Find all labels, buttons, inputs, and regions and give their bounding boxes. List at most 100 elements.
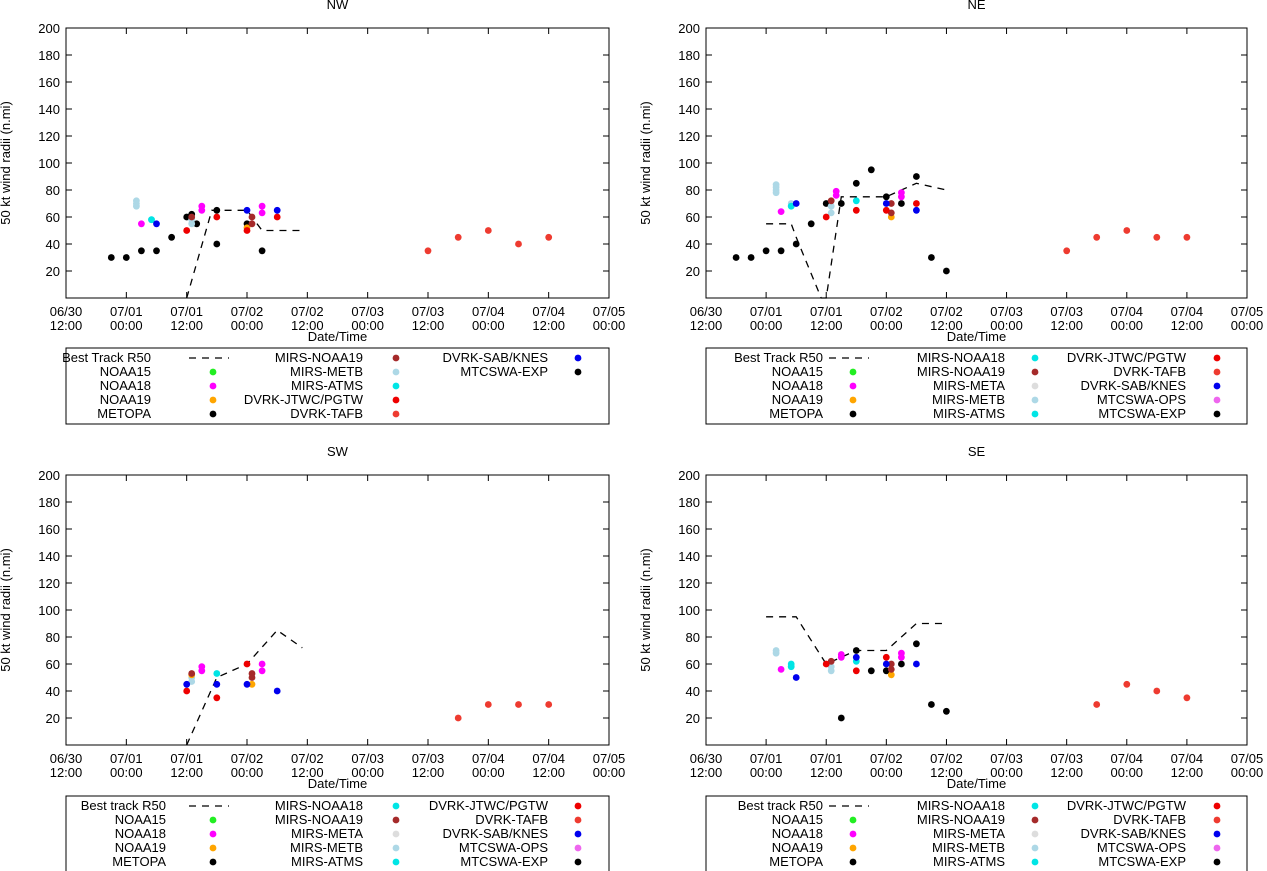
legend-label: MIRS-NOAA19 <box>917 364 1005 379</box>
data-point-mirs-atms <box>148 216 155 224</box>
legend-label: MIRS-NOAA19 <box>917 812 1005 827</box>
legend-marker-dot <box>1031 354 1039 362</box>
x-tick-label: 07/01 00:00 <box>750 304 783 333</box>
legend-label: MIRS-ATMS <box>933 406 1005 421</box>
data-point-dvrk-tafb <box>1093 701 1101 708</box>
data-point-metopa <box>258 247 266 255</box>
data-point-mtcswa-exp <box>913 173 920 180</box>
y-tick-label: 40 <box>686 237 700 252</box>
legend-marker-dot <box>209 830 217 838</box>
x-axis-label: Date/Time <box>308 776 367 791</box>
legend-label: MIRS-ATMS <box>291 854 363 869</box>
y-tick-label: 100 <box>38 156 60 171</box>
legend-label: MIRS-NOAA18 <box>275 798 363 813</box>
data-point-dvrk-jtwc-pgtw <box>213 694 221 702</box>
chart-panel-nw: NW 20 40 60 80 100 120 140 160 180 200 06/30 12:00 07… <box>0 0 625 425</box>
legend-label: NOAA19 <box>115 840 166 855</box>
data-point-mirs-noaa19 <box>887 666 895 673</box>
legend-label: Best track R50 <box>81 798 166 813</box>
data-point-dvrk-tafb <box>1183 233 1191 241</box>
x-axis-label: Date/Time <box>947 776 1006 791</box>
data-point-dvrk-sab-knes <box>792 674 800 681</box>
legend-marker-dot <box>1031 368 1039 376</box>
data-point-metopa <box>777 247 785 255</box>
legend-marker-dot <box>849 858 857 866</box>
data-point-metopa <box>928 701 935 708</box>
y-tick-label: 120 <box>678 576 700 591</box>
x-tick-label: 07/04 00:00 <box>472 751 505 780</box>
data-point-mtcswa-exp <box>852 647 860 654</box>
data-point-mtcswa-exp <box>822 200 830 207</box>
data-point-mirs-noaa19 <box>887 660 895 668</box>
x-tick-label: 07/02 00:00 <box>231 751 264 780</box>
y-tick-label: 180 <box>678 48 700 63</box>
data-point-dvrk-sab-knes <box>273 206 281 214</box>
data-point-noaa18 <box>198 667 206 675</box>
legend-label: MIRS-ATMS <box>291 378 363 393</box>
x-tick-label: 07/05 00:00 <box>1231 751 1264 780</box>
x-tick-label: 06/30 12:00 <box>690 751 723 780</box>
legend-label: MTCSWA-EXP <box>460 364 548 379</box>
y-tick-label: 20 <box>46 264 60 279</box>
data-point-metopa <box>943 267 950 275</box>
x-tick-label: 07/01 00:00 <box>750 751 783 780</box>
data-point-dvrk-tafb <box>1123 227 1131 234</box>
data-point-dvrk-tafb <box>454 233 462 241</box>
data-point-dvrk-sab-knes <box>213 680 221 688</box>
data-point-metopa <box>122 254 130 261</box>
legend-label: DVRK-JTWC/PGTW <box>1067 798 1187 813</box>
data-point-dvrk-tafb <box>1153 687 1161 695</box>
legend-marker-dot <box>392 802 400 810</box>
legend-label: DVRK-JTWC/PGTW <box>1067 350 1187 365</box>
x-tick-label: 07/04 00:00 <box>472 304 505 333</box>
x-tick-label: 07/01 12:00 <box>810 304 843 333</box>
data-point-mirs-noaa19 <box>887 200 895 207</box>
legend-label: DVRK-TAFB <box>1113 812 1186 827</box>
legend-marker-dot <box>209 858 217 866</box>
legend-label: DVRK-JTWC/PGTW <box>244 392 364 407</box>
y-tick-label: 140 <box>678 102 700 117</box>
legend-marker-dot <box>392 844 400 852</box>
x-tick-label: 07/03 00:00 <box>351 751 384 780</box>
x-tick-label: 07/01 00:00 <box>110 751 143 780</box>
legend-label: NOAA18 <box>772 826 823 841</box>
legend-marker-dot <box>209 382 217 390</box>
chart-title: SW <box>327 444 349 459</box>
legend-marker-dot <box>849 382 857 390</box>
data-point-mirs-metb <box>827 202 835 210</box>
plot-frame <box>65 474 610 746</box>
y-tick-label: 60 <box>686 657 700 672</box>
data-point-dvrk-tafb <box>515 240 522 248</box>
legend-label: DVRK-SAB/KNES <box>1081 826 1187 841</box>
data-point-dvrk-jtwc-pgtw <box>273 213 281 221</box>
y-tick-label: 160 <box>38 522 60 537</box>
legend-label: MIRS-NOAA19 <box>275 812 363 827</box>
chart-title: NW <box>327 0 349 12</box>
data-point-noaa19 <box>248 680 256 688</box>
y-tick-label: 100 <box>38 603 60 618</box>
legend-label: MTCSWA-EXP <box>1098 854 1186 869</box>
data-point-metopa <box>882 193 890 201</box>
x-tick-label: 07/03 00:00 <box>351 304 384 333</box>
legend-marker-dot <box>1213 354 1221 362</box>
legend-label: Best Track R50 <box>734 350 823 365</box>
legend-label: METOPA <box>97 406 151 421</box>
y-tick-label: 180 <box>678 495 700 510</box>
x-tick-label: 07/02 12:00 <box>930 304 963 333</box>
legend-marker-dot <box>392 830 400 838</box>
x-tick-label: 07/05 00:00 <box>593 751 626 780</box>
y-tick-label: 60 <box>46 210 60 225</box>
chart-title: SE <box>968 444 986 459</box>
legend-label: MTCSWA-OPS <box>1097 840 1186 855</box>
data-point-metopa <box>792 240 800 248</box>
legend-marker-dot <box>392 858 400 866</box>
x-tick-label: 07/01 12:00 <box>170 751 203 780</box>
data-point-metopa <box>747 254 755 261</box>
data-point-mirs-noaa19 <box>827 657 835 665</box>
legend-label: NOAA19 <box>772 392 823 407</box>
legend-label: MIRS-ATMS <box>933 854 1005 869</box>
y-tick-label: 180 <box>38 495 60 510</box>
legend-label: DVRK-TAFB <box>290 406 363 421</box>
data-point-mirs-metb <box>827 209 835 217</box>
legend-label: NOAA18 <box>115 826 166 841</box>
